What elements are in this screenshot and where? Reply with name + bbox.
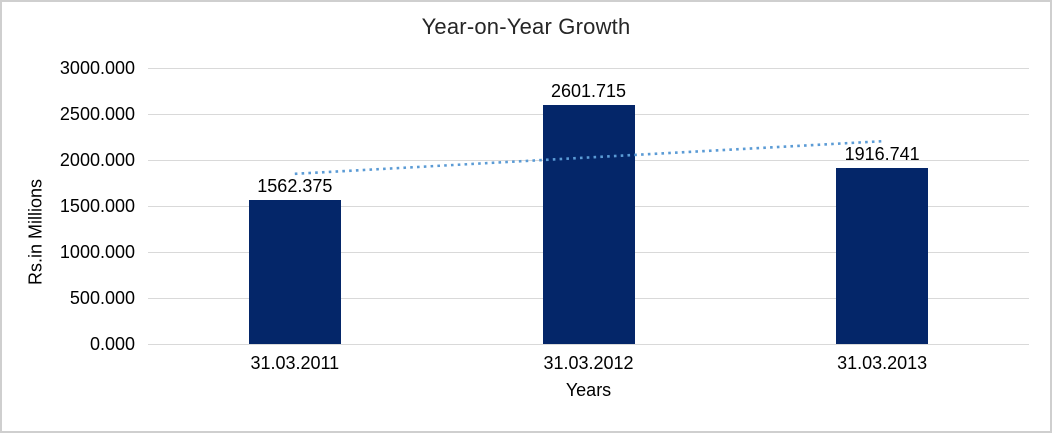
data-label: 1916.741 xyxy=(844,143,920,164)
bar-31.03.2013 xyxy=(836,167,929,344)
data-label: 2601.715 xyxy=(550,80,627,101)
y-tick-label: 2500.000 xyxy=(59,104,135,124)
y-tick-label: 1500.000 xyxy=(59,196,135,216)
y-tick-label: 3000.000 xyxy=(59,58,135,78)
gridline xyxy=(148,68,1029,69)
y-tick-label: 0.000 xyxy=(89,334,135,354)
x-category-label: 31.03.2012 xyxy=(543,353,634,373)
x-axis-title: Years xyxy=(565,380,612,400)
chart-title: Year-on-Year Growth xyxy=(421,14,631,39)
gridline xyxy=(148,344,1029,345)
bar-31.03.2012 xyxy=(542,104,635,344)
x-category-label: 31.03.2013 xyxy=(837,353,928,373)
data-label: 1562.375 xyxy=(257,176,333,197)
bar-31.03.2011 xyxy=(248,200,341,344)
x-category-label: 31.03.2011 xyxy=(250,353,340,373)
y-tick-label: 500.000 xyxy=(69,288,135,308)
y-tick-label: 2000.000 xyxy=(59,150,135,170)
y-tick-label: 1000.000 xyxy=(59,242,135,262)
